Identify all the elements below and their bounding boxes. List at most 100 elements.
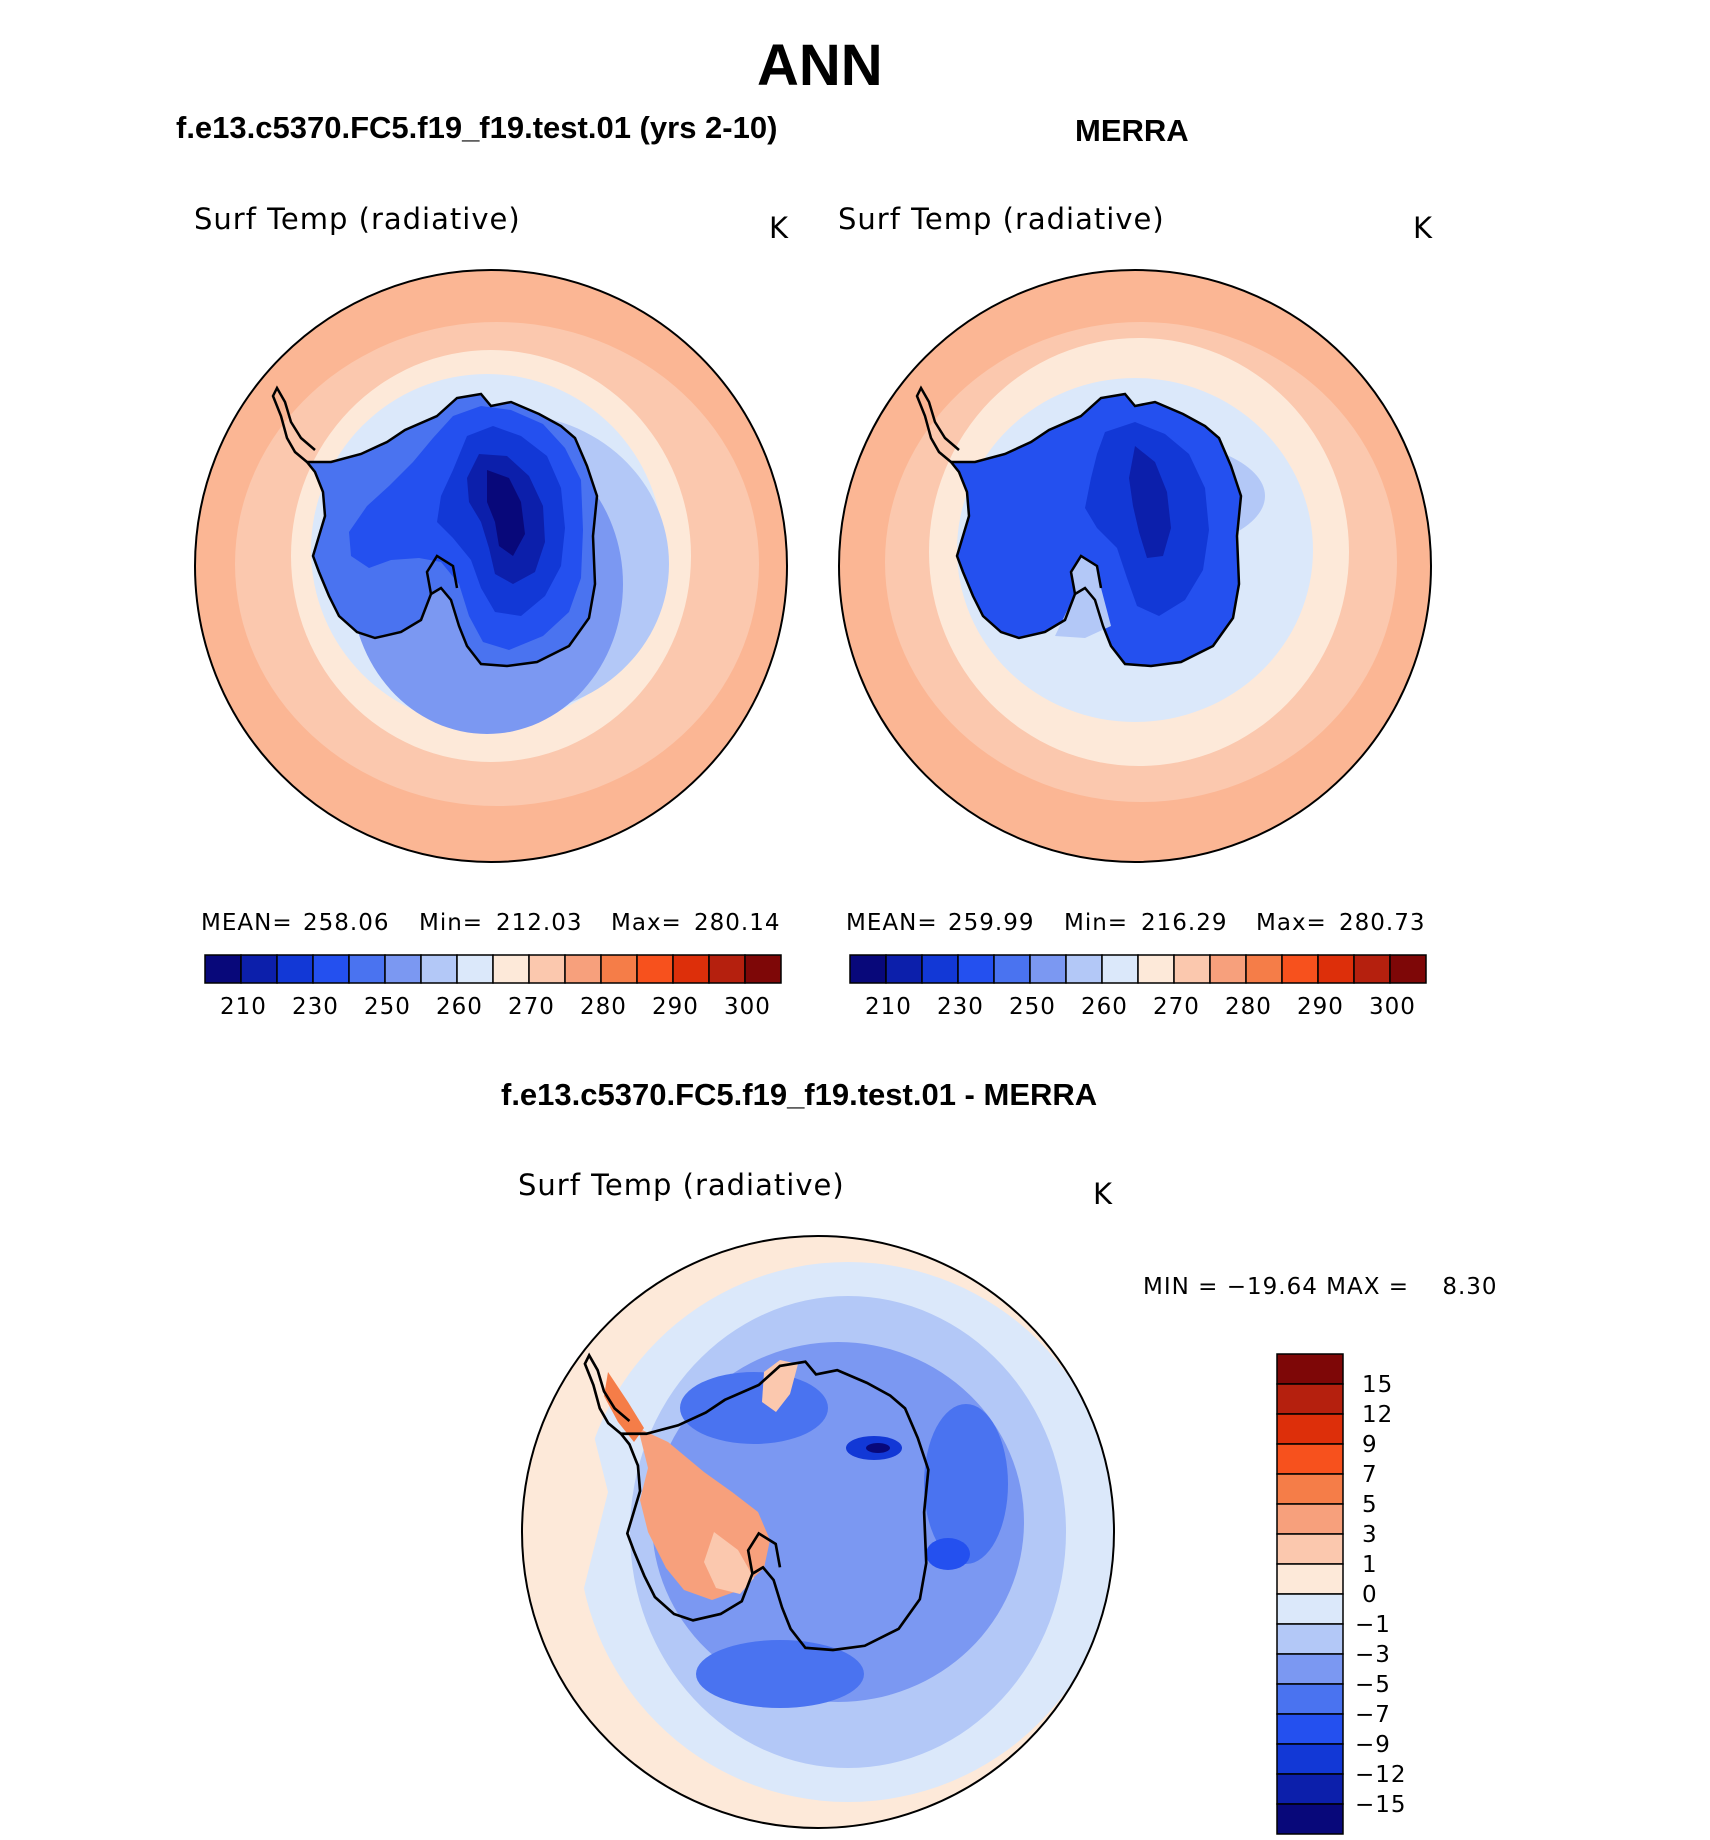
colorbar-swatch (528, 954, 566, 984)
coastline (618, 1360, 930, 1652)
colorbar-swatch (1276, 1473, 1344, 1505)
difference-tick: −3 (1355, 1642, 1391, 1668)
ice-shelf-coastline (425, 554, 459, 595)
colorbar-swatch (1276, 1563, 1344, 1595)
colorbar-swatch (1276, 1503, 1344, 1535)
difference-tick: −7 (1355, 1702, 1391, 1728)
difference-tick: −12 (1355, 1762, 1407, 1788)
colorbar-swatch (1281, 954, 1319, 984)
colorbar-swatch (957, 954, 995, 984)
colorbar-swatch (240, 954, 278, 984)
panel-2-tick: 250 (1009, 994, 1056, 1020)
panel-2-tick: 260 (1081, 994, 1128, 1020)
panel-2-variable-label: Surf Temp (radiative) (838, 202, 1165, 236)
colorbar-swatch (1276, 1653, 1344, 1685)
peninsula-coastline (915, 385, 960, 463)
panel-1-min-value: 212.03 (496, 910, 583, 936)
band-minus7-north (680, 1372, 828, 1444)
south-america-tip (841, 391, 857, 422)
figure-title: ANN (757, 33, 883, 98)
colorbar-swatch (1276, 1533, 1344, 1565)
colorbar-swatch (1276, 1383, 1344, 1415)
colorbar-swatch (1173, 954, 1211, 984)
map-border (838, 269, 1432, 863)
colorbar-swatch (600, 954, 638, 984)
panel-1-tick: 250 (364, 994, 411, 1020)
panel-1-case-title: f.e13.c5370.FC5.f19_f19.test.01 (yrs 2-1… (176, 110, 778, 145)
ice-shelf-coastline (746, 1531, 782, 1574)
panel-1-tick: 230 (292, 994, 339, 1020)
colorbar-swatch (348, 954, 386, 984)
difference-tick: 0 (1362, 1582, 1378, 1608)
colorbar-swatch (1276, 1413, 1344, 1445)
difference-units-label: K (1093, 1177, 1114, 1211)
peninsula-coastline (583, 1352, 631, 1435)
colorbar-swatch (1389, 954, 1427, 984)
warm-patch-west (522, 1412, 608, 1632)
ross-region-warm (704, 1532, 754, 1594)
panel-2-case-title: MERRA (1075, 113, 1189, 148)
colorbar-swatch (312, 954, 350, 984)
colorbar-swatch (1317, 954, 1355, 984)
colorbar-swatch (384, 954, 422, 984)
panel-1-min-label: Min= (419, 910, 484, 936)
colorbar-swatch (564, 954, 602, 984)
panel-2-tick: 210 (865, 994, 912, 1020)
panel-1-tick: 270 (508, 994, 555, 1020)
south-america-tip (197, 391, 213, 422)
map-border (194, 269, 788, 863)
difference-tick: 3 (1362, 1522, 1378, 1548)
colorbar-swatch (921, 954, 959, 984)
panel-2-polar-map (838, 269, 1432, 863)
colorbar-swatch (744, 954, 782, 984)
colorbar-swatch (1065, 954, 1103, 984)
ice-shelf-coastline (1069, 554, 1103, 595)
colorbar-swatch (849, 954, 887, 984)
colorbar-swatch (204, 954, 242, 984)
panel-2-units-label: K (1413, 211, 1434, 245)
panel-2-mean-label: MEAN= (846, 910, 938, 936)
panel-2-mean-value: 259.99 (948, 910, 1035, 936)
difference-tick: 15 (1362, 1372, 1394, 1398)
colorbar-swatch (1353, 954, 1391, 984)
coastline (304, 392, 599, 668)
difference-tick: 9 (1362, 1432, 1378, 1458)
panel-2-min-value: 216.29 (1141, 910, 1228, 936)
difference-minmax-text: MIN = −19.64 MAX = 8.30 (1143, 1274, 1498, 1300)
panel-1-units-label: K (769, 211, 790, 245)
panel-2-colorbar (849, 954, 1427, 984)
difference-tick: −1 (1355, 1612, 1391, 1638)
colorbar-swatch (1029, 954, 1067, 984)
panel-1-tick: 280 (580, 994, 627, 1020)
cold-core-2 (866, 1443, 890, 1453)
colorbar-swatch (1276, 1353, 1344, 1385)
map-border (521, 1235, 1115, 1829)
colorbar-swatch (1276, 1683, 1344, 1715)
colorbar-swatch (636, 954, 674, 984)
antarctica-contour-210 (487, 470, 525, 556)
antarctica-contour-220 (1129, 446, 1171, 558)
colorbar-swatch (276, 954, 314, 984)
panel-2-min-label: Min= (1064, 910, 1129, 936)
ice-shelf-cool-region (1055, 556, 1111, 638)
colorbar-swatch (1276, 1803, 1344, 1835)
difference-colorbar (1276, 1353, 1344, 1835)
panel-2-max-value: 280.73 (1339, 910, 1426, 936)
colorbar-swatch (492, 954, 530, 984)
panel-1-tick: 290 (652, 994, 699, 1020)
difference-tick: 12 (1362, 1402, 1394, 1428)
panel-2-tick: 290 (1297, 994, 1344, 1020)
panel-1-tick: 300 (724, 994, 771, 1020)
colorbar-swatch (456, 954, 494, 984)
peninsula-coastline (271, 385, 316, 463)
colorbar-swatch (1245, 954, 1283, 984)
panel-2-tick: 230 (937, 994, 984, 1020)
colorbar-swatch (1276, 1743, 1344, 1775)
colorbar-swatch (1276, 1623, 1344, 1655)
panel-1-colorbar (204, 954, 782, 984)
difference-tick: 1 (1362, 1552, 1378, 1578)
panel-1-mean-value: 258.06 (303, 910, 390, 936)
difference-tick: −15 (1355, 1792, 1407, 1818)
panel-1-variable-label: Surf Temp (radiative) (194, 202, 521, 236)
colorbar-swatch (1101, 954, 1139, 984)
